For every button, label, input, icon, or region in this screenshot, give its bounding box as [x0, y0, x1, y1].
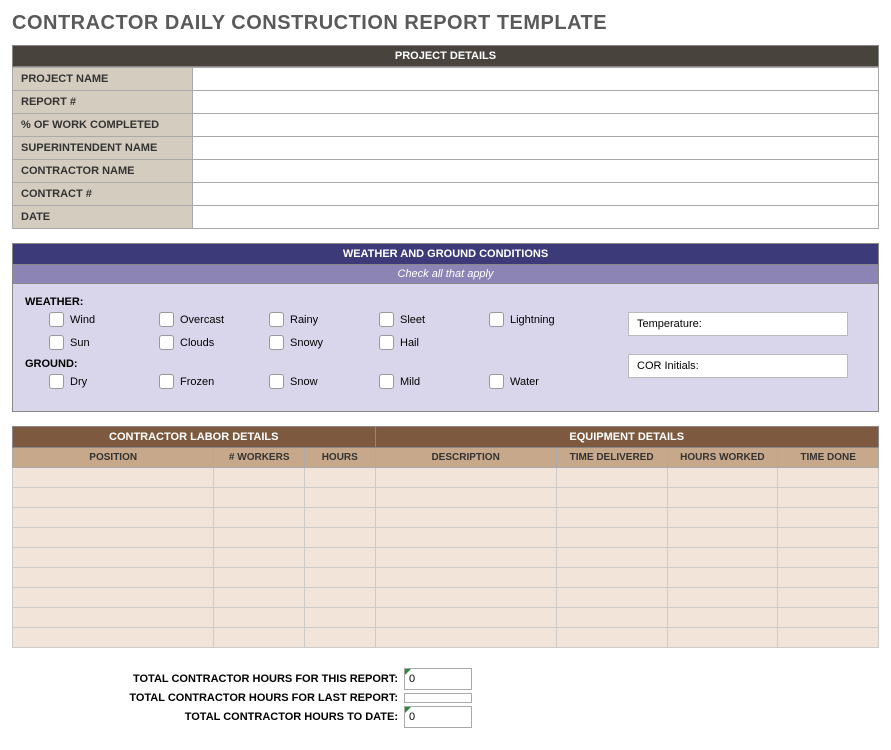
column-header-1: # WORKERS	[214, 448, 305, 468]
project-label-0: PROJECT NAME	[13, 68, 193, 91]
weather-label-2: Rainy	[290, 314, 318, 326]
weather-label-0: Wind	[70, 314, 95, 326]
table-row[interactable]	[13, 548, 879, 568]
totals-value-0[interactable]: 0	[404, 668, 472, 690]
weather-label-2: Snowy	[290, 337, 323, 349]
project-label-3: SUPERINTENDENT NAME	[13, 137, 193, 160]
table-row[interactable]	[13, 468, 879, 488]
ground-checkbox-1[interactable]	[159, 374, 174, 389]
weather-label: WEATHER:	[25, 296, 866, 308]
weather-checkbox-1[interactable]	[159, 335, 174, 350]
project-label-2: % OF WORK COMPLETED	[13, 114, 193, 137]
ground-label-0: Dry	[70, 376, 87, 388]
equipment-header: EQUIPMENT DETAILS	[375, 427, 879, 448]
column-header-5: HOURS WORKED	[667, 448, 778, 468]
project-details-table: PROJECT NAMEREPORT #% OF WORK COMPLETEDS…	[12, 67, 879, 229]
column-header-4: TIME DELIVERED	[556, 448, 667, 468]
project-value-5[interactable]	[193, 183, 879, 206]
table-row[interactable]	[13, 568, 879, 588]
ground-label-1: Frozen	[180, 376, 214, 388]
weather-label-4: Lightning	[510, 314, 555, 326]
temperature-input[interactable]: Temperature:	[628, 312, 848, 336]
labor-equipment-table: CONTRACTOR LABOR DETAILS EQUIPMENT DETAI…	[12, 426, 879, 648]
weather-checkbox-0[interactable]	[49, 312, 64, 327]
weather-label-3: Hail	[400, 337, 419, 349]
weather-checkbox-3[interactable]	[379, 312, 394, 327]
weather-checkbox-2[interactable]	[269, 335, 284, 350]
column-header-6: TIME DONE	[778, 448, 879, 468]
weather-header: WEATHER AND GROUND CONDITIONS	[12, 243, 879, 265]
ground-checkbox-2[interactable]	[269, 374, 284, 389]
weather-subheader: Check all that apply	[12, 265, 879, 284]
weather-label-1: Clouds	[180, 337, 214, 349]
table-row[interactable]	[13, 508, 879, 528]
weather-checkbox-0[interactable]	[49, 335, 64, 350]
project-label-1: REPORT #	[13, 91, 193, 114]
project-value-2[interactable]	[193, 114, 879, 137]
project-label-4: CONTRACTOR NAME	[13, 160, 193, 183]
table-row[interactable]	[13, 608, 879, 628]
project-value-4[interactable]	[193, 160, 879, 183]
project-details-header: PROJECT DETAILS	[12, 45, 879, 67]
page-title: CONTRACTOR DAILY CONSTRUCTION REPORT TEM…	[12, 12, 879, 35]
weather-checkbox-1[interactable]	[159, 312, 174, 327]
weather-checkbox-2[interactable]	[269, 312, 284, 327]
project-label-5: CONTRACT #	[13, 183, 193, 206]
project-value-1[interactable]	[193, 91, 879, 114]
table-row[interactable]	[13, 628, 879, 648]
weather-checkbox-3[interactable]	[379, 335, 394, 350]
weather-checkbox-4[interactable]	[489, 312, 504, 327]
ground-label-2: Snow	[290, 376, 318, 388]
cor-initials-input[interactable]: COR Initials:	[628, 354, 848, 378]
table-row[interactable]	[13, 588, 879, 608]
project-value-3[interactable]	[193, 137, 879, 160]
column-header-2: HOURS	[305, 448, 375, 468]
totals-value-1[interactable]	[404, 693, 472, 703]
labor-header: CONTRACTOR LABOR DETAILS	[13, 427, 376, 448]
project-value-0[interactable]	[193, 68, 879, 91]
table-row[interactable]	[13, 488, 879, 508]
project-value-6[interactable]	[193, 206, 879, 229]
totals-label-0: TOTAL CONTRACTOR HOURS FOR THIS REPORT:	[12, 673, 404, 685]
ground-checkbox-4[interactable]	[489, 374, 504, 389]
weather-label-0: Sun	[70, 337, 90, 349]
table-row[interactable]	[13, 528, 879, 548]
totals-label-1: TOTAL CONTRACTOR HOURS FOR LAST REPORT:	[12, 692, 404, 704]
weather-body: WEATHER: Wind Overcast Rainy Sleet Lightning…	[12, 284, 879, 412]
ground-label-3: Mild	[400, 376, 420, 388]
column-header-0: POSITION	[13, 448, 214, 468]
ground-checkbox-0[interactable]	[49, 374, 64, 389]
project-label-6: DATE	[13, 206, 193, 229]
totals-block: TOTAL CONTRACTOR HOURS FOR THIS REPORT:0…	[12, 668, 879, 728]
weather-label-1: Overcast	[180, 314, 224, 326]
totals-value-2[interactable]: 0	[404, 706, 472, 728]
weather-label-3: Sleet	[400, 314, 425, 326]
ground-label-4: Water	[510, 376, 539, 388]
totals-label-2: TOTAL CONTRACTOR HOURS TO DATE:	[12, 711, 404, 723]
column-header-3: DESCRIPTION	[375, 448, 556, 468]
ground-checkbox-3[interactable]	[379, 374, 394, 389]
